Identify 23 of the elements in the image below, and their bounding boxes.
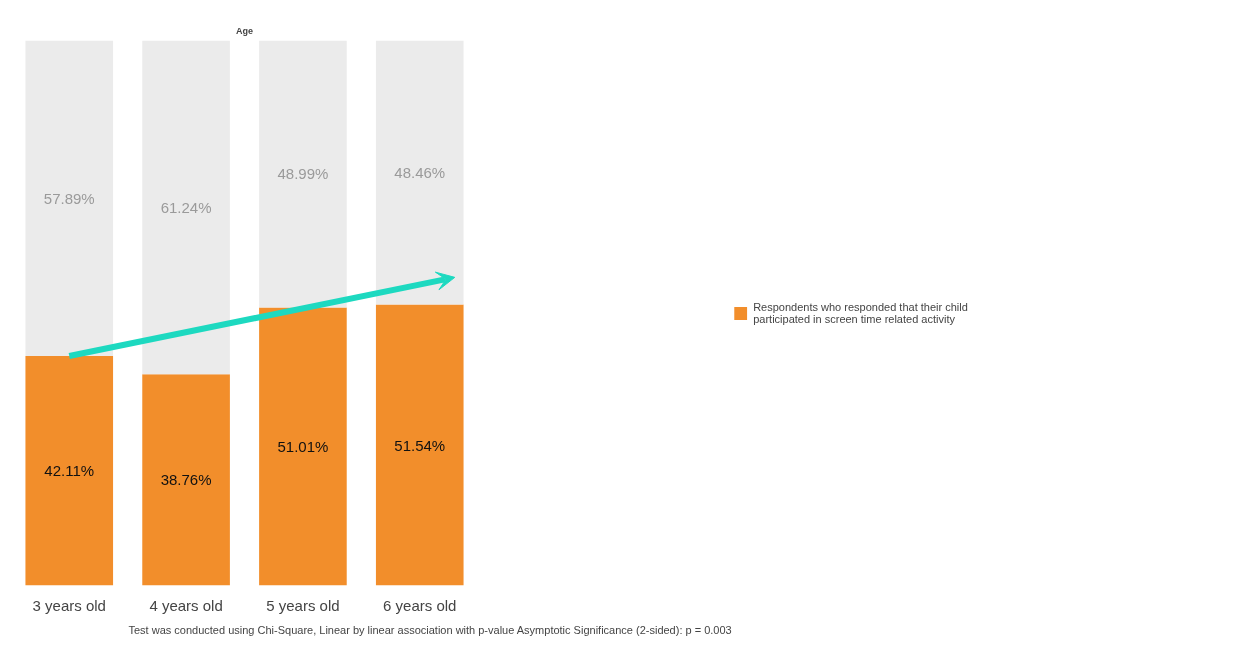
text: Test was conducted using Chi-Square, Linear by linear association with p-value Asymptotic Significance (2-sided): p = 0.003: [128, 623, 732, 636]
bar: [25, 356, 114, 586]
data-label: 57.89%: [43, 189, 95, 207]
bar: [375, 40, 464, 305]
data-label: 48.99%: [277, 165, 329, 183]
bar: [25, 40, 114, 356]
bar: [259, 40, 347, 308]
data-label: 48.46%: [394, 164, 446, 182]
bar: [375, 304, 464, 586]
x-tick-label: 5 years old: [266, 596, 340, 614]
legend-label: Respondents who responded that their child participated in screen time related activity: [753, 300, 968, 325]
data-label: 61.24%: [160, 198, 212, 216]
data-label: 51.01%: [277, 438, 329, 455]
x-tick-label: 4 years old: [149, 596, 223, 614]
data-label: 42.11%: [44, 462, 95, 480]
bar: [142, 40, 230, 375]
data-label: 51.54%: [394, 436, 446, 454]
x-tick-label: 6 years old: [383, 596, 457, 614]
data-label: 38.76%: [160, 471, 212, 489]
bar: [142, 374, 230, 586]
bar: [259, 307, 347, 586]
x-tick-label: 3 years old: [32, 596, 106, 614]
chart-title: Age: [236, 25, 254, 36]
